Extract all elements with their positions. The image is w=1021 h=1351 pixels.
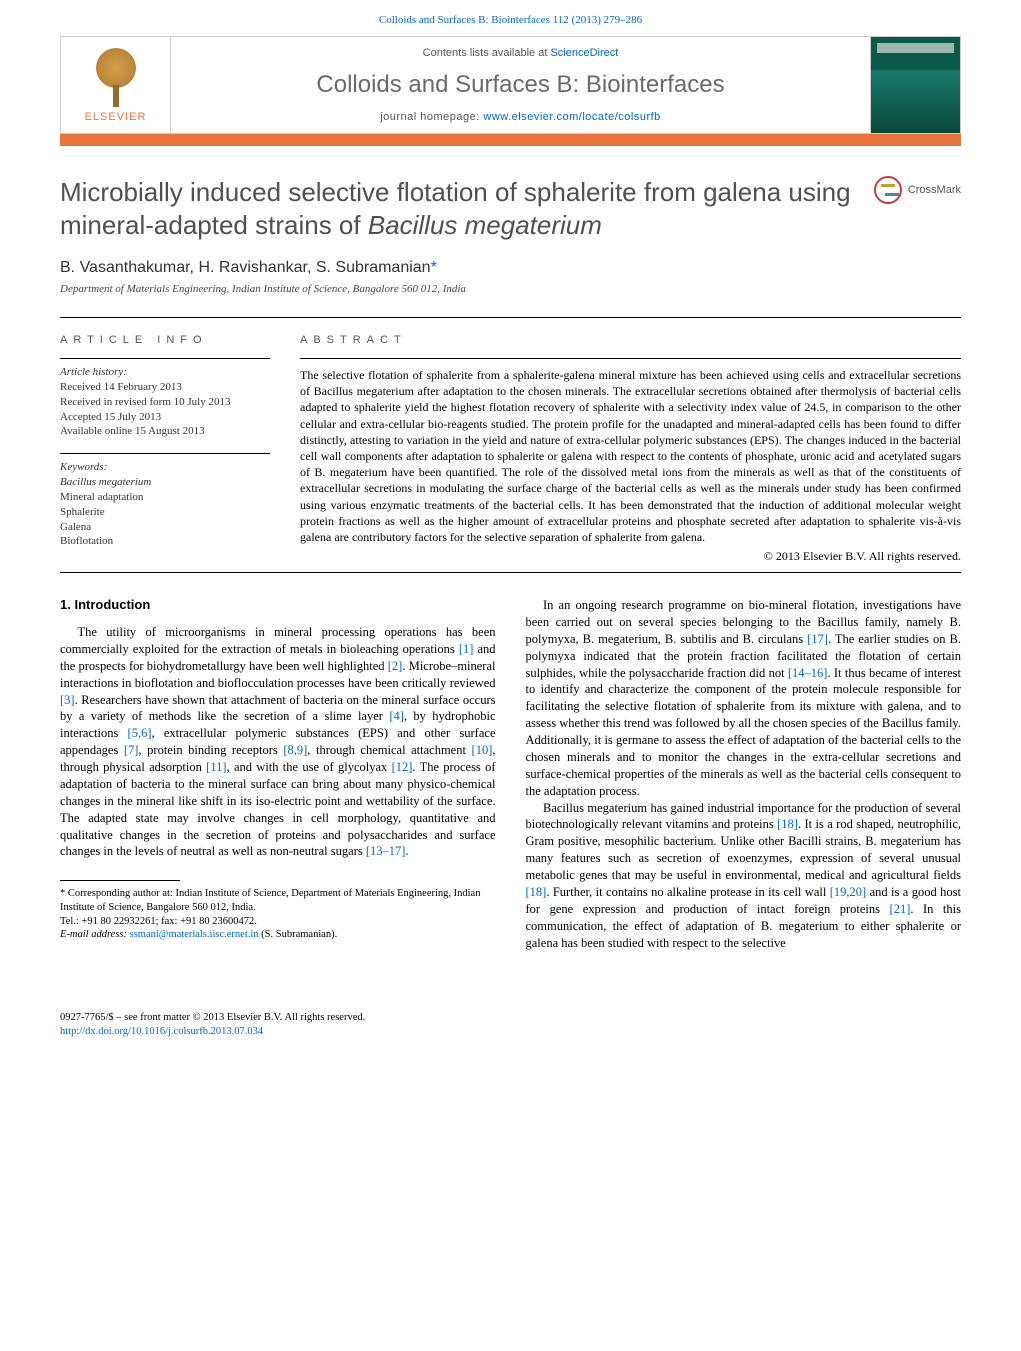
ref-10[interactable]: [10] — [472, 743, 493, 757]
keyword-2: Mineral adaptation — [60, 490, 270, 505]
contents-line: Contents lists available at ScienceDirec… — [191, 47, 850, 59]
email-label: E-mail address: — [60, 929, 130, 940]
t: . — [405, 844, 408, 858]
ref-1[interactable]: [1] — [459, 642, 474, 656]
history-head: Article history: — [60, 365, 270, 380]
article-info-label: article info — [60, 334, 270, 346]
t: , through chemical attachment — [307, 743, 471, 757]
history-received: Received 14 February 2013 — [60, 380, 270, 395]
publisher-logo: ELSEVIER — [61, 37, 171, 133]
ref-18[interactable]: [18] — [777, 817, 798, 831]
ref-12[interactable]: [12] — [392, 760, 413, 774]
keyword-4: Galena — [60, 520, 270, 535]
ref-14-16[interactable]: [14–16] — [788, 666, 828, 680]
keyword-5: Bioflotation — [60, 534, 270, 549]
title-line1: Microbially induced selective flotation … — [60, 177, 851, 207]
crossmark-badge[interactable]: CrossMark — [874, 176, 961, 204]
footer-copyright: 0927-7765/$ – see front matter © 2013 El… — [60, 1011, 961, 1025]
rule-bottom — [60, 572, 961, 573]
t: . It thus became of interest to identify… — [526, 666, 962, 798]
page-footer: 0927-7765/$ – see front matter © 2013 El… — [60, 1011, 961, 1038]
header-center: Contents lists available at ScienceDirec… — [171, 37, 870, 133]
intro-heading: 1. Introduction — [60, 597, 496, 612]
ref-2[interactable]: [2] — [388, 659, 403, 673]
keyword-1: Bacillus megaterium — [60, 475, 270, 490]
journal-reference-link[interactable]: Colloids and Surfaces B: Biointerfaces 1… — [379, 14, 642, 26]
doi-link[interactable]: http://dx.doi.org/10.1016/j.colsurfb.201… — [60, 1026, 263, 1037]
email-link[interactable]: ssmani@materials.iisc.ernet.in — [130, 929, 259, 940]
ref-18b[interactable]: [18] — [526, 885, 547, 899]
t: . The process of adaptation of bacteria … — [60, 760, 496, 858]
journal-header: ELSEVIER Contents lists available at Sci… — [60, 36, 961, 134]
keywords: Keywords: Bacillus megaterium Mineral ad… — [60, 453, 270, 549]
col2-para-1: In an ongoing research programme on bio-… — [526, 597, 962, 800]
column-left: 1. Introduction The utility of microorga… — [60, 597, 496, 951]
author-list: B. Vasanthakumar, H. Ravishankar, S. Sub… — [60, 259, 431, 276]
ref-8-9[interactable]: [8,9] — [283, 743, 307, 757]
t: . Further, it contains no alkaline prote… — [546, 885, 829, 899]
journal-cover-thumb — [870, 37, 960, 133]
history-online: Available online 15 August 2013 — [60, 424, 270, 439]
keywords-head: Keywords: — [60, 460, 270, 475]
corresponding-mark: * — [431, 259, 437, 276]
publisher-name: ELSEVIER — [85, 111, 147, 123]
affiliation: Department of Materials Engineering, Ind… — [60, 283, 961, 295]
footnote-tel: Tel.: +91 80 22932261; fax: +91 80 23600… — [60, 915, 496, 929]
contents-prefix: Contents lists available at — [423, 47, 551, 59]
accent-bar — [60, 134, 961, 146]
crossmark-label: CrossMark — [908, 184, 961, 196]
sciencedirect-link[interactable]: ScienceDirect — [550, 47, 618, 59]
article-history: Article history: Received 14 February 20… — [60, 358, 270, 439]
journal-reference-bar: Colloids and Surfaces B: Biointerfaces 1… — [0, 0, 1021, 36]
ref-19-20[interactable]: [19,20] — [830, 885, 866, 899]
authors: B. Vasanthakumar, H. Ravishankar, S. Sub… — [60, 259, 961, 277]
t: , protein binding receptors — [138, 743, 283, 757]
email-paren: (S. Subramanian). — [259, 929, 338, 940]
title-species: Bacillus megaterium — [368, 210, 602, 240]
homepage-line: journal homepage: www.elsevier.com/locat… — [191, 111, 850, 123]
corresponding-footnote: * Corresponding author at: Indian Instit… — [60, 887, 496, 942]
ref-17[interactable]: [17] — [807, 632, 828, 646]
ref-3[interactable]: [3] — [60, 693, 75, 707]
keyword-3: Sphalerite — [60, 505, 270, 520]
rule-top — [60, 317, 961, 318]
ref-4[interactable]: [4] — [389, 709, 404, 723]
homepage-prefix: journal homepage: — [380, 111, 483, 123]
column-right: In an ongoing research programme on bio-… — [526, 597, 962, 951]
homepage-link[interactable]: www.elsevier.com/locate/colsurfb — [483, 111, 660, 123]
intro-para-1: The utility of microorganisms in mineral… — [60, 624, 496, 860]
footnote-rule — [60, 880, 180, 881]
ref-11[interactable]: [11] — [206, 760, 226, 774]
t: The utility of microorganisms in mineral… — [60, 625, 496, 656]
article-title: Microbially induced selective flotation … — [60, 176, 854, 241]
journal-title: Colloids and Surfaces B: Biointerfaces — [191, 71, 850, 99]
ref-5-6[interactable]: [5,6] — [128, 726, 152, 740]
abstract-text: The selective flotation of sphalerite fr… — [300, 358, 961, 545]
footnote-email: E-mail address: ssmani@materials.iisc.er… — [60, 928, 496, 942]
copyright: © 2013 Elsevier B.V. All rights reserved… — [300, 549, 961, 564]
ref-21[interactable]: [21] — [890, 902, 911, 916]
abstract-label: abstract — [300, 334, 961, 346]
crossmark-icon — [874, 176, 902, 204]
col2-para-2: Bacillus megaterium has gained industria… — [526, 800, 962, 952]
footnote-corr: * Corresponding author at: Indian Instit… — [60, 887, 496, 914]
t: , and with the use of glycolyax — [227, 760, 392, 774]
elsevier-tree-icon — [86, 47, 146, 107]
ref-7[interactable]: [7] — [124, 743, 139, 757]
ref-13-17[interactable]: [13–17] — [366, 844, 406, 858]
history-accepted: Accepted 15 July 2013 — [60, 410, 270, 425]
history-revised: Received in revised form 10 July 2013 — [60, 395, 270, 410]
title-line2-pre: mineral-adapted strains of — [60, 210, 368, 240]
